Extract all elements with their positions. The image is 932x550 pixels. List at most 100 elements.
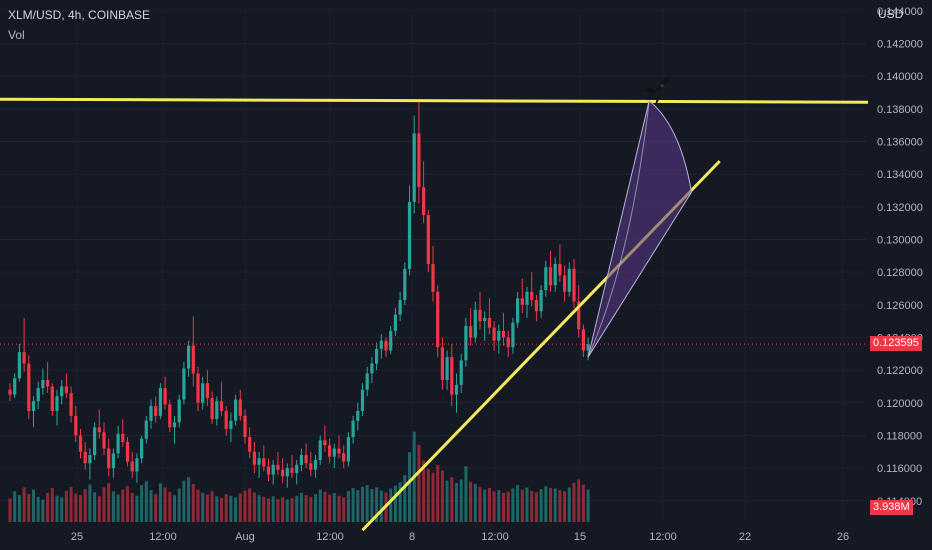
volume-bar: [32, 489, 35, 522]
candle-body: [464, 326, 468, 361]
price-tick-label: 0.134000: [877, 169, 923, 181]
symbol-title[interactable]: XLM/USD, 4h, COINBASE: [8, 8, 151, 22]
candle-body: [229, 420, 233, 429]
candle-body: [290, 468, 294, 474]
candle-body: [158, 388, 162, 416]
candle-body: [539, 290, 543, 312]
candle-body: [224, 410, 228, 429]
volume-bar: [365, 485, 369, 522]
candle-body: [478, 309, 482, 322]
volume-bar: [577, 479, 581, 522]
candle-body: [219, 401, 224, 411]
volume-bar: [229, 495, 233, 522]
candle-body: [102, 432, 106, 449]
time-tick-label: 22: [739, 531, 751, 543]
price-tick-label: 0.116000: [877, 463, 922, 475]
volume-indicator-label[interactable]: Vol: [8, 28, 25, 42]
candle-body: [530, 291, 534, 300]
volume-bar: [379, 490, 383, 522]
candle-body: [182, 368, 186, 400]
volume-bar: [60, 497, 64, 522]
volume-bar: [196, 489, 200, 522]
candle-body: [31, 401, 36, 411]
candle-body: [234, 399, 238, 421]
volume-bar: [69, 486, 73, 522]
candle-body: [215, 401, 219, 420]
volume-bar: [182, 480, 186, 522]
volume-bar: [389, 488, 393, 522]
volume-bar: [342, 497, 346, 522]
candle-body: [318, 440, 322, 460]
volume-bar: [563, 491, 567, 522]
candle-body: [210, 397, 214, 420]
volume-bar: [248, 488, 252, 522]
volume-bar: [440, 470, 444, 522]
volume-bar: [450, 477, 454, 522]
time-tick-label: Aug: [235, 531, 255, 543]
volume-bar: [497, 490, 501, 522]
candle-body: [417, 133, 421, 188]
volume-bar: [370, 489, 374, 522]
drawing-tools: [0, 76, 869, 532]
volume-bar: [534, 492, 538, 522]
volume-bar: [64, 490, 68, 522]
candle-body: [50, 386, 54, 411]
volume-bar: [13, 491, 17, 522]
volume-bar: [346, 491, 350, 522]
candle-body: [450, 357, 454, 395]
candle-body: [403, 268, 407, 300]
candle-body: [187, 345, 191, 369]
volume-bar: [121, 489, 125, 522]
volume-bar: [299, 492, 303, 522]
volume-bar: [393, 485, 397, 522]
volume-bar: [238, 493, 242, 522]
volume-bar: [126, 486, 129, 522]
volume-bar: [74, 493, 78, 522]
time-tick-label: 8: [409, 531, 415, 543]
projection-cone: [587, 99, 693, 358]
candle-body: [243, 415, 247, 438]
volume-bar: [581, 484, 585, 522]
volume-bar: [356, 490, 360, 522]
volume-bar: [436, 465, 440, 522]
volume-bar: [520, 489, 524, 522]
candle-body: [60, 386, 64, 397]
volume-bar: [549, 487, 552, 522]
candle-body: [46, 379, 50, 387]
price-tick-label: 0.142000: [877, 39, 923, 51]
resistance-line: [0, 97, 869, 104]
volume-bar: [168, 491, 172, 522]
candle-body: [168, 404, 172, 428]
candle-body: [426, 215, 430, 264]
volume-bar: [281, 497, 285, 522]
candle-body: [454, 384, 459, 395]
candle-body: [88, 455, 92, 464]
candle-body: [8, 389, 12, 395]
candle-body: [27, 363, 31, 411]
volume-bar: [36, 496, 40, 522]
volume-bar: [445, 480, 449, 522]
volume-bar: [455, 482, 458, 522]
candle-body: [266, 466, 271, 475]
price-tick-label: 0.122000: [877, 365, 923, 377]
volume-bar: [267, 498, 270, 522]
volume-bar: [215, 496, 219, 522]
volume-bar: [586, 489, 590, 522]
volume-bar: [224, 494, 228, 522]
volume-bar: [144, 481, 148, 522]
volume-bar: [158, 483, 162, 522]
volume-bar: [487, 487, 491, 522]
price-tick-label: 0.140000: [877, 71, 923, 83]
volume-bar: [422, 460, 426, 522]
candle-body: [78, 435, 83, 452]
volume-bar: [295, 495, 299, 522]
candle-body: [379, 340, 383, 349]
candle-body: [154, 406, 158, 416]
candle-body: [356, 410, 360, 421]
volume-bar: [234, 497, 238, 522]
volume-bar: [79, 495, 82, 522]
volume-bar: [50, 487, 54, 522]
price-tick-label: 0.126000: [877, 300, 923, 312]
volume-bar: [464, 466, 468, 522]
